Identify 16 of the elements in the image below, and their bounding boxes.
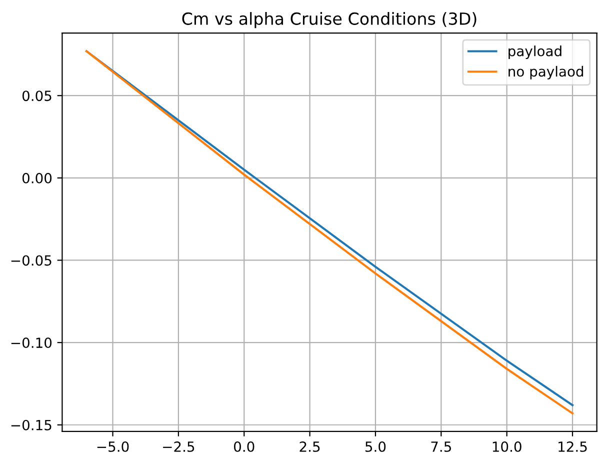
x-tick-label: 12.5 xyxy=(558,441,587,452)
y-tick-label: −0.15 xyxy=(11,420,52,430)
x-tick-label: 2.5 xyxy=(300,441,320,452)
legend-label: payload xyxy=(508,46,562,59)
y-tick-label: 0.00 xyxy=(22,172,52,184)
x-tick-label: 7.5 xyxy=(431,442,451,452)
y-tick-label: 0.05 xyxy=(22,90,52,102)
x-tick-label: −2.5 xyxy=(163,441,194,452)
x-tick-label: 0.0 xyxy=(234,441,254,452)
legend-label: no paylaod xyxy=(508,66,584,80)
y-tick-label: −0.05 xyxy=(11,255,52,266)
x-tick-label: −5.0 xyxy=(97,441,129,452)
x-tick-label: 10.0 xyxy=(492,441,522,452)
chart-title: Cm vs alpha Cruise Conditions (3D) xyxy=(182,12,476,28)
y-tick-label: −0.10 xyxy=(11,338,52,348)
x-tick-label: 5.0 xyxy=(366,441,386,452)
